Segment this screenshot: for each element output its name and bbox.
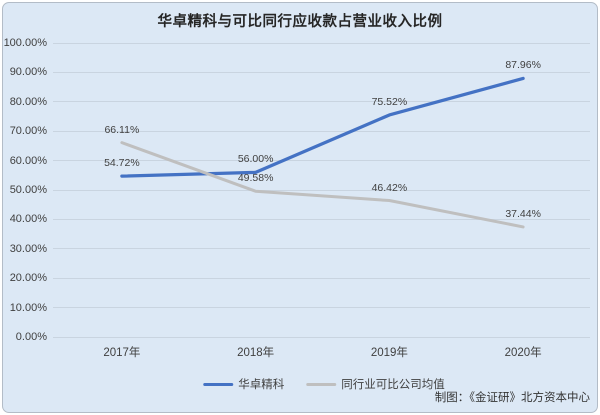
gridline [53, 42, 590, 44]
y-axis-tick-label: 0.00% [15, 331, 47, 343]
chart-title: 华卓精科与可比同行应收款占营业收入比例 [157, 14, 443, 30]
y-axis-tick-label: 100.00% [3, 37, 47, 49]
gridline [53, 336, 590, 338]
legend-item-huazhuo: 华卓精科 [203, 376, 284, 392]
gridline [53, 189, 590, 191]
y-axis-tick-label: 60.00% [9, 154, 47, 167]
gridline [53, 218, 590, 220]
y-axis-tick-label: 30.00% [9, 242, 47, 255]
data-point-label: 49.58% [237, 172, 274, 185]
y-axis-tick-label: 10.00% [9, 301, 47, 314]
series-line-1 [120, 141, 525, 229]
x-axis-tick-label: 2018年 [237, 347, 275, 359]
data-point-label: 56.00% [237, 153, 274, 166]
legend-label-huazhuo: 华卓精科 [238, 379, 285, 391]
gridline [53, 71, 590, 73]
legend-line-swatch-blue [203, 382, 234, 386]
gridline [53, 101, 590, 103]
legend-label-peer-average: 同行业可比公司均值 [341, 379, 445, 391]
credit-text: 制图：《金证研》北方资本中心 [434, 392, 590, 404]
y-axis-tick-label: 50.00% [9, 184, 47, 196]
x-axis-tick-label: 2019年 [370, 347, 408, 359]
legend-line-swatch-gray [306, 382, 337, 386]
y-axis-tick-label: 20.00% [9, 272, 47, 285]
legend: 华卓精科 同行业可比公司均值 [203, 376, 445, 392]
data-point-label: 66.11% [104, 123, 140, 136]
gridline [53, 307, 590, 309]
y-axis-tick-label: 80.00% [9, 95, 47, 108]
data-point-label: 54.72% [104, 157, 140, 170]
x-axis-tick-label: 2020年 [504, 347, 542, 359]
data-point-label: 37.44% [505, 207, 541, 220]
gridline [53, 248, 590, 250]
series-line-0 [120, 76, 525, 178]
data-point-label: 75.52% [371, 95, 408, 108]
y-axis-tick-label: 70.00% [9, 125, 47, 138]
y-axis-tick-label: 40.00% [9, 213, 47, 226]
gridline [53, 277, 590, 279]
gridline [53, 130, 590, 132]
x-axis-tick-label: 2017年 [103, 347, 141, 359]
y-axis-tick-label: 90.00% [9, 66, 47, 79]
data-point-label: 46.42% [371, 181, 408, 194]
gridline [53, 160, 590, 162]
legend-item-peer-average: 同行业可比公司均值 [306, 376, 445, 392]
data-point-label: 87.96% [505, 59, 541, 72]
